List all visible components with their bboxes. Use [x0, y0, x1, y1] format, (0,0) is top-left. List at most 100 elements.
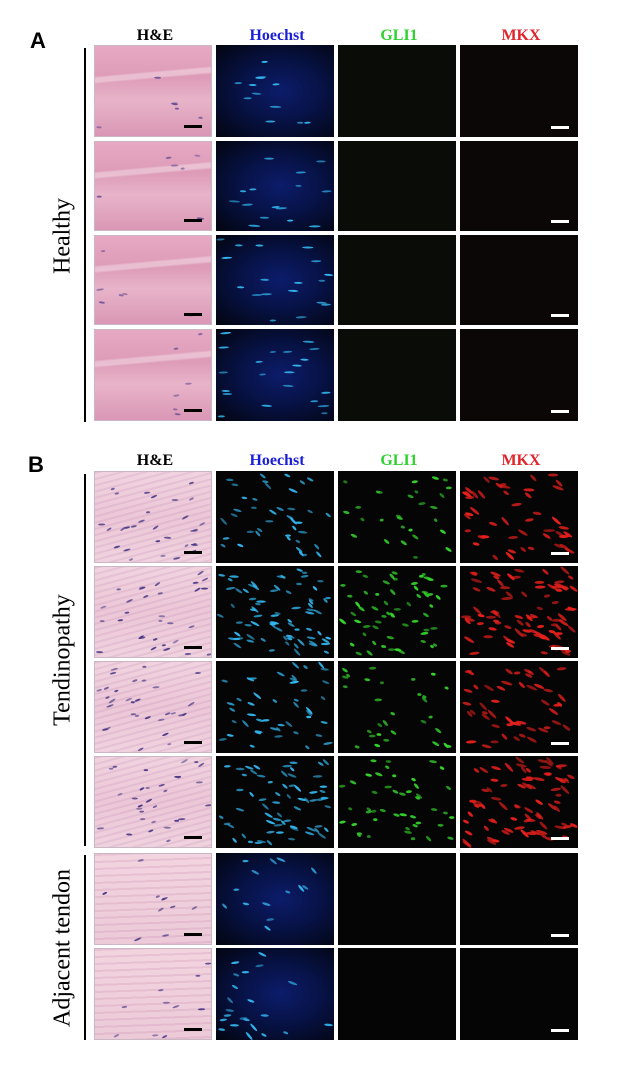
healthy-gli1-image-3 [338, 235, 456, 325]
hoechst-nuclei [228, 157, 332, 228]
healthy-gli1-image-1 [338, 45, 456, 137]
adjacent-mkx-image-1 [460, 853, 578, 945]
tendinopathy-mkx-image-2 [460, 566, 578, 658]
panel-a-header-mkx: MKX [501, 27, 541, 44]
tendinopathy-he-image-2 [94, 566, 212, 658]
tendinopathy-hoechst-image-3 [216, 661, 334, 753]
tendinopathy-mkx-image-4 [460, 756, 578, 848]
adjacent-he-image-2 [94, 948, 212, 1040]
hoechst-nuclei [218, 661, 333, 750]
tendinopathy-gli1-image-3 [338, 661, 456, 753]
scale-bar [551, 220, 569, 223]
hoechst-nuclei [222, 857, 317, 931]
panel-b-header-gli1: GLI1 [380, 452, 418, 469]
adjacent-gli1-image-2 [338, 948, 456, 1040]
scale-bar [184, 741, 202, 744]
hoechst-nuclei [218, 952, 333, 1040]
healthy-he-image-1 [94, 45, 212, 137]
scale-bar [184, 313, 202, 316]
scale-bar [551, 1029, 569, 1032]
adjacent-hoechst-image-1 [216, 853, 334, 945]
healthy-hoechst-image-1 [216, 45, 334, 137]
panel-a-letter: A [30, 28, 46, 53]
gli1-signal [343, 476, 452, 559]
tendinopathy-he-image-1 [94, 471, 212, 563]
scale-bar [551, 126, 569, 129]
scale-bar [551, 552, 569, 555]
mkx-signal [461, 566, 578, 656]
scale-bar [551, 314, 569, 317]
panel-b-header-he: H&E [136, 452, 174, 469]
he-nuclei [96, 665, 201, 751]
adjacent-mkx-image-2 [460, 948, 578, 1040]
hoechst-nuclei [217, 331, 331, 418]
scale-bar [551, 934, 569, 937]
tendinopathy-he-image-4 [94, 756, 212, 848]
panel-b-group-bar-tendinopathy [84, 474, 86, 846]
panel-b-header-hoechst: Hoechst [249, 452, 305, 469]
healthy-mkx-image-1 [460, 45, 578, 137]
he-nuclei [96, 154, 205, 220]
adjacent-he-image-1 [94, 853, 212, 945]
healthy-gli1-image-4 [338, 329, 456, 421]
healthy-hoechst-image-3 [216, 235, 334, 325]
tendinopathy-he-image-3 [94, 661, 212, 753]
panel-b-group-label-adjacent-tendon: Adjacent tendon [49, 869, 76, 1027]
tendinopathy-hoechst-image-1 [216, 471, 334, 563]
hoechst-nuclei [218, 759, 332, 846]
he-nuclei [96, 250, 194, 317]
he-nuclei [113, 962, 211, 1039]
adjacent-hoechst-image-2 [216, 948, 334, 1040]
scale-bar [551, 410, 569, 413]
he-nuclei [96, 759, 211, 843]
tendinopathy-mkx-image-1 [460, 471, 578, 563]
adjacent-gli1-image-1 [338, 853, 456, 945]
hoechst-nuclei [220, 473, 331, 558]
scale-bar [184, 219, 202, 222]
gli1-signal [338, 759, 455, 842]
hoechst-nuclei [216, 238, 334, 322]
scale-bar [184, 409, 202, 412]
scale-bar [184, 551, 202, 554]
healthy-gli1-image-2 [338, 141, 456, 231]
healthy-he-image-2 [94, 141, 212, 231]
panel-b-group-label-tendinopathy: Tendinopathy [49, 594, 76, 726]
healthy-he-image-3 [94, 235, 212, 325]
he-nuclei [96, 570, 211, 656]
he-nuclei [98, 481, 206, 561]
tendinopathy-hoechst-image-4 [216, 756, 334, 848]
healthy-he-image-4 [94, 329, 212, 421]
healthy-mkx-image-4 [460, 329, 578, 421]
panel-a-header-hoechst: Hoechst [249, 27, 305, 44]
mkx-signal [462, 756, 578, 848]
scale-bar [184, 836, 202, 839]
tendinopathy-gli1-image-1 [338, 471, 456, 563]
gli1-signal [341, 666, 452, 749]
hoechst-nuclei [234, 60, 311, 124]
panel-a-header-he: H&E [136, 27, 174, 44]
scale-bar [551, 647, 569, 650]
scale-bar [184, 933, 202, 936]
hoechst-nuclei [216, 568, 332, 656]
scale-bar [184, 1028, 202, 1031]
scale-bar [551, 837, 569, 840]
he-nuclei [96, 76, 203, 129]
he-nuclei [102, 859, 198, 942]
mkx-signal [462, 473, 575, 561]
tendinopathy-gli1-image-4 [338, 756, 456, 848]
scale-bar [551, 742, 569, 745]
panel-a-header-gli1: GLI1 [380, 27, 418, 44]
healthy-mkx-image-3 [460, 235, 578, 325]
panel-b-letter: B [28, 452, 44, 477]
tendinopathy-gli1-image-2 [338, 566, 456, 658]
tendinopathy-mkx-image-3 [460, 661, 578, 753]
mkx-signal [462, 666, 571, 749]
he-nuclei [172, 333, 203, 416]
panel-a-group-label-healthy: Healthy [49, 198, 76, 274]
panel-a-group-bar [84, 48, 86, 422]
healthy-hoechst-image-4 [216, 329, 334, 421]
tendinopathy-hoechst-image-2 [216, 566, 334, 658]
scale-bar [184, 646, 202, 649]
panel-b-header-mkx: MKX [501, 452, 541, 469]
healthy-mkx-image-2 [460, 141, 578, 231]
